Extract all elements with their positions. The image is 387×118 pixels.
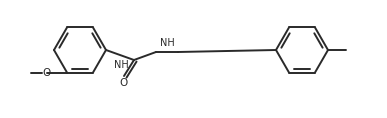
Text: O: O	[119, 78, 127, 88]
Text: NH: NH	[159, 38, 175, 48]
Text: NH: NH	[114, 60, 128, 70]
Text: O: O	[43, 67, 51, 78]
